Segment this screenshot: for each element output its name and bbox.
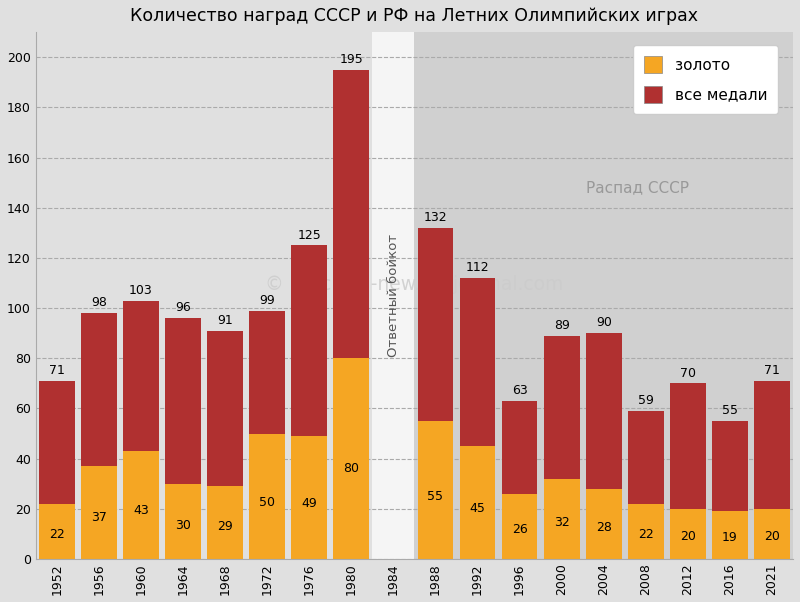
Text: 89: 89 — [554, 319, 570, 332]
Text: 20: 20 — [764, 530, 780, 543]
Text: 28: 28 — [596, 521, 612, 534]
Text: 30: 30 — [175, 519, 191, 532]
Bar — [250, 311, 285, 433]
Bar — [502, 401, 538, 494]
Bar — [39, 381, 74, 504]
Text: 32: 32 — [554, 517, 570, 529]
Text: 19: 19 — [722, 531, 738, 544]
Bar — [418, 421, 454, 559]
Bar — [460, 446, 495, 559]
Text: 22: 22 — [638, 528, 654, 541]
Text: 103: 103 — [129, 284, 153, 297]
Bar — [414, 32, 793, 559]
Text: 49: 49 — [302, 497, 317, 510]
Bar — [250, 433, 285, 559]
Text: Распад СССР: Распад СССР — [586, 180, 689, 195]
Bar — [334, 358, 369, 559]
Text: 45: 45 — [470, 501, 486, 515]
Bar — [418, 228, 454, 421]
Bar — [628, 411, 664, 504]
Text: 112: 112 — [466, 261, 490, 274]
Text: Ответный бойкот: Ответный бойкот — [387, 234, 400, 357]
Bar — [165, 318, 201, 484]
Bar — [81, 313, 117, 466]
Bar — [334, 70, 369, 358]
Text: 125: 125 — [298, 229, 321, 241]
Text: 90: 90 — [596, 317, 612, 329]
Bar — [36, 32, 372, 559]
Text: 22: 22 — [49, 528, 65, 541]
Bar — [165, 484, 201, 559]
Text: 132: 132 — [423, 211, 447, 224]
Bar — [291, 246, 327, 436]
Bar — [586, 333, 622, 489]
Text: 99: 99 — [259, 294, 275, 307]
Text: 55: 55 — [427, 491, 443, 503]
Bar — [372, 32, 414, 559]
Text: 195: 195 — [339, 53, 363, 66]
Bar — [123, 451, 158, 559]
Text: 26: 26 — [512, 523, 527, 536]
Text: 80: 80 — [343, 462, 359, 475]
Text: 37: 37 — [91, 510, 106, 524]
Bar — [670, 383, 706, 509]
Text: 55: 55 — [722, 404, 738, 417]
Text: 29: 29 — [217, 520, 233, 533]
Bar — [207, 330, 243, 486]
Text: 71: 71 — [764, 364, 780, 377]
Bar — [502, 494, 538, 559]
Bar — [544, 479, 579, 559]
Bar — [712, 421, 748, 511]
Bar — [544, 336, 579, 479]
Bar — [754, 381, 790, 509]
Text: 98: 98 — [91, 296, 106, 309]
Bar — [670, 509, 706, 559]
Title: Количество наград СССР и РФ на Летних Олимпийских играх: Количество наград СССР и РФ на Летних Ол… — [130, 7, 698, 25]
Bar — [39, 504, 74, 559]
Bar — [123, 300, 158, 451]
Text: 20: 20 — [680, 530, 696, 543]
Bar — [628, 504, 664, 559]
Bar — [754, 509, 790, 559]
Bar — [712, 511, 748, 559]
Text: 91: 91 — [217, 314, 233, 327]
Text: 50: 50 — [259, 496, 275, 509]
Bar — [586, 489, 622, 559]
Bar — [207, 486, 243, 559]
Text: 43: 43 — [133, 504, 149, 517]
Text: 96: 96 — [175, 302, 191, 314]
Bar — [291, 436, 327, 559]
Legend: золото, все медали: золото, все медали — [634, 45, 778, 114]
Text: 59: 59 — [638, 394, 654, 407]
Bar — [81, 466, 117, 559]
Text: 63: 63 — [512, 384, 527, 397]
Text: 70: 70 — [680, 367, 696, 380]
Text: 71: 71 — [49, 364, 65, 377]
Bar — [460, 278, 495, 446]
Text: © burckina-new.livejournal.com: © burckina-new.livejournal.com — [265, 276, 563, 294]
